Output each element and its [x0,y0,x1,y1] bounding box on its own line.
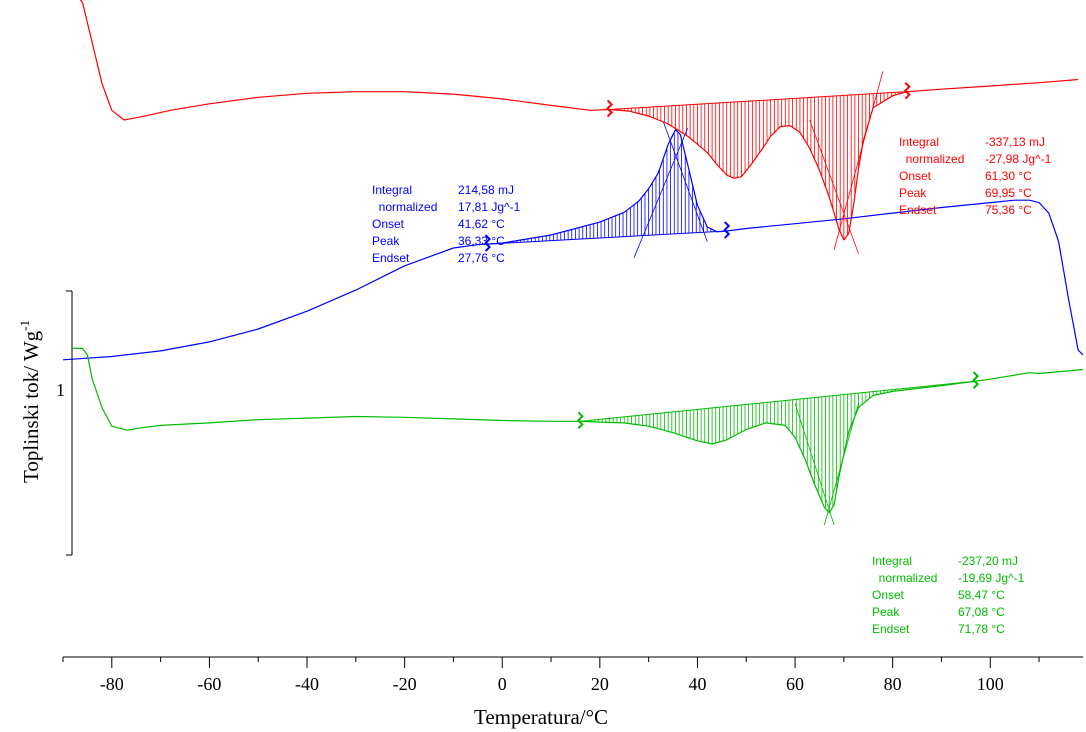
x-tick-label-9: 100 [977,674,1004,694]
x-tick-label-0: -80 [100,674,124,694]
peak-region-0 [606,81,911,240]
annotation-label: Integral [872,554,912,568]
annotation-label: Peak [872,605,900,619]
plot-area [62,0,1084,526]
annotation-value: 61,30 °C [985,169,1032,183]
x-tick-label-5: 20 [591,674,609,694]
limit-marker-0 [606,99,614,118]
tangent-line-3 [662,121,708,242]
baseline-2 [580,380,976,422]
annotation-value: -337,13 mJ [985,135,1045,149]
baseline-1 [487,230,727,245]
x-tick-label-4: 0 [498,674,507,694]
annotation-panel-2: Integral -237,20 mJ normalized -19,69 Jg^-… [872,554,1025,636]
annotation-value: 71,78 °C [958,622,1005,636]
annotation-label: normalized [899,152,964,166]
limit-marker-0 [576,411,584,430]
axes: 1 Temperatura/°C Toplinski tok/ Wg-1 -80… [17,290,1083,729]
tangent-line-2 [633,127,689,258]
annotation-value: 41,62 °C [458,217,505,231]
y-axis-title-main: Toplinski tok/ Wg [19,330,43,483]
annotation-panel-1: Integral 214,58 mJ normalized 17,81 Jg^-1 O… [372,183,521,265]
annotation-value: 27,76 °C [458,251,505,265]
annotation-value: 214,58 mJ [458,183,514,197]
peak-region-2 [576,371,980,513]
x-tick-label-1: -60 [197,674,221,694]
peak-region-1 [484,132,731,252]
annotation-label: Endset [899,203,937,217]
annotation-label: Endset [872,622,910,636]
annotation-label: normalized [872,571,937,585]
annotation-panel-0: Integral -337,13 mJ normalized -27,98 Jg^-… [899,135,1052,217]
limit-marker-1 [903,81,911,100]
annotation-label: Onset [372,217,405,231]
baseline-0 [609,91,908,110]
tangent-line-0 [809,119,859,254]
annotation-value: -237,20 mJ [958,554,1018,568]
annotation-label: Peak [372,234,400,248]
series-line-1 [62,129,1084,361]
annotation-value: 69,95 °C [985,186,1032,200]
annotation-value: 17,81 Jg^-1 [458,200,521,214]
annotation-label: Endset [372,251,410,265]
tangent-line-4 [794,403,835,526]
x-axis-title: Temperatura/°C [474,705,608,729]
x-tick-label-8: 80 [884,674,902,694]
limit-marker-1 [723,221,731,239]
y-axis-title: Toplinski tok/ Wg-1 [17,320,43,483]
x-tick-label-3: -20 [393,674,417,694]
limit-marker-0 [484,234,492,252]
annotation-label: Integral [372,183,412,197]
annotation-value: 67,08 °C [958,605,1005,619]
x-tick-label-7: 60 [786,674,804,694]
limit-marker-1 [972,371,980,389]
annotation-label: Onset [899,169,932,183]
series-line-0 [79,0,1079,241]
annotation-value: 75,36 °C [985,203,1032,217]
y-scale-label: 1 [56,380,65,400]
annotation-value: 58,47 °C [958,588,1005,602]
tangent-line-1 [833,71,884,250]
annotation-label: normalized [372,200,437,214]
x-tick-label-6: 40 [688,674,706,694]
annotation-value: -27,98 Jg^-1 [985,152,1052,166]
series-line-2 [72,347,1084,514]
annotation-label: Integral [899,135,939,149]
y-axis-title-sup: -1 [17,320,32,331]
annotation-value: 36,33 °C [458,234,505,248]
tangent-line-5 [823,403,859,526]
x-tick-label-2: -40 [295,674,319,694]
annotation-value: -19,69 Jg^-1 [958,571,1025,585]
annotation-panels: Integral -337,13 mJ normalized -27,98 Jg^-… [372,135,1052,636]
annotation-label: Onset [872,588,905,602]
annotation-label: Peak [899,186,927,200]
